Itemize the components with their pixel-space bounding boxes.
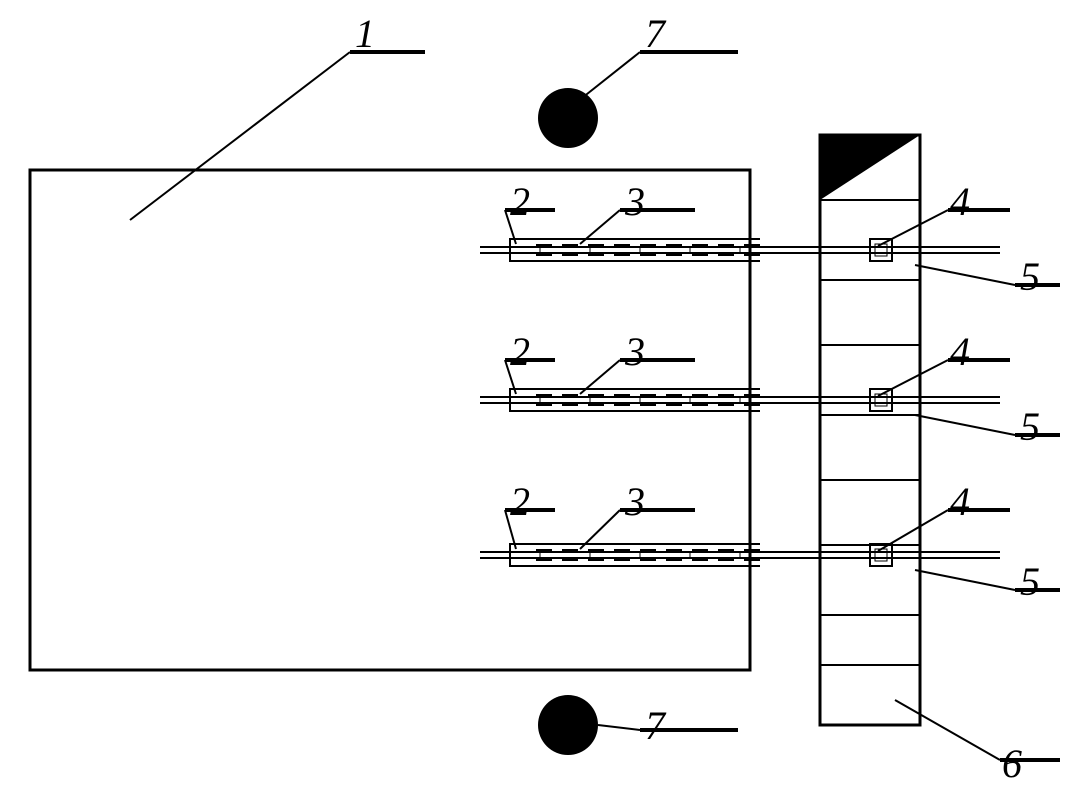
callout-label: 2 bbox=[510, 329, 530, 374]
dot-7 bbox=[538, 88, 598, 148]
dot-7 bbox=[538, 695, 598, 755]
callout-label: 5 bbox=[1020, 254, 1040, 299]
callout-label: 4 bbox=[950, 179, 970, 224]
callout-label: 5 bbox=[1020, 559, 1040, 604]
callout-label: 7 bbox=[645, 11, 667, 56]
callout-label: 2 bbox=[510, 479, 530, 524]
callout-label: 1 bbox=[355, 11, 375, 56]
callout-label: 3 bbox=[624, 329, 645, 374]
callout-label: 3 bbox=[624, 179, 645, 224]
callout-label: 7 bbox=[645, 703, 667, 748]
callout-label: 4 bbox=[950, 479, 970, 524]
callout-label: 2 bbox=[510, 179, 530, 224]
callout-label: 4 bbox=[950, 329, 970, 374]
callout-label: 6 bbox=[1002, 741, 1022, 786]
callout-label: 5 bbox=[1020, 404, 1040, 449]
callout-label: 3 bbox=[624, 479, 645, 524]
